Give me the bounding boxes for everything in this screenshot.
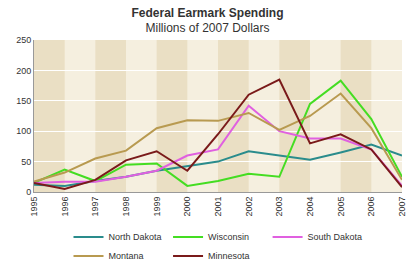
svg-text:1995: 1995: [29, 197, 39, 217]
svg-text:2002: 2002: [244, 197, 254, 217]
svg-text:2001: 2001: [213, 197, 223, 217]
svg-text:2000: 2000: [182, 197, 192, 217]
svg-text:1997: 1997: [90, 197, 100, 217]
svg-text:50: 50: [21, 157, 31, 167]
svg-text:1999: 1999: [152, 197, 162, 217]
svg-text:100: 100: [16, 126, 31, 136]
svg-text:2007: 2007: [397, 197, 407, 217]
svg-text:200: 200: [16, 66, 31, 76]
svg-text:1998: 1998: [121, 197, 131, 217]
svg-text:0: 0: [26, 187, 31, 197]
svg-text:250: 250: [16, 35, 31, 45]
svg-text:Montana: Montana: [109, 251, 144, 261]
svg-text:2006: 2006: [366, 197, 376, 217]
svg-text:South Dakota: South Dakota: [308, 232, 363, 242]
svg-text:Minnesota: Minnesota: [208, 251, 250, 261]
svg-text:2005: 2005: [336, 197, 346, 217]
svg-text:Federal Earmark SpendingMillio: Federal Earmark SpendingMillions of 2007…: [131, 6, 283, 36]
svg-text:1996: 1996: [60, 197, 70, 217]
svg-text:2003: 2003: [274, 197, 284, 217]
svg-text:150: 150: [16, 96, 31, 106]
svg-text:North Dakota: North Dakota: [109, 232, 162, 242]
svg-text:2004: 2004: [305, 197, 315, 217]
svg-text:Wisconsin: Wisconsin: [208, 232, 249, 242]
